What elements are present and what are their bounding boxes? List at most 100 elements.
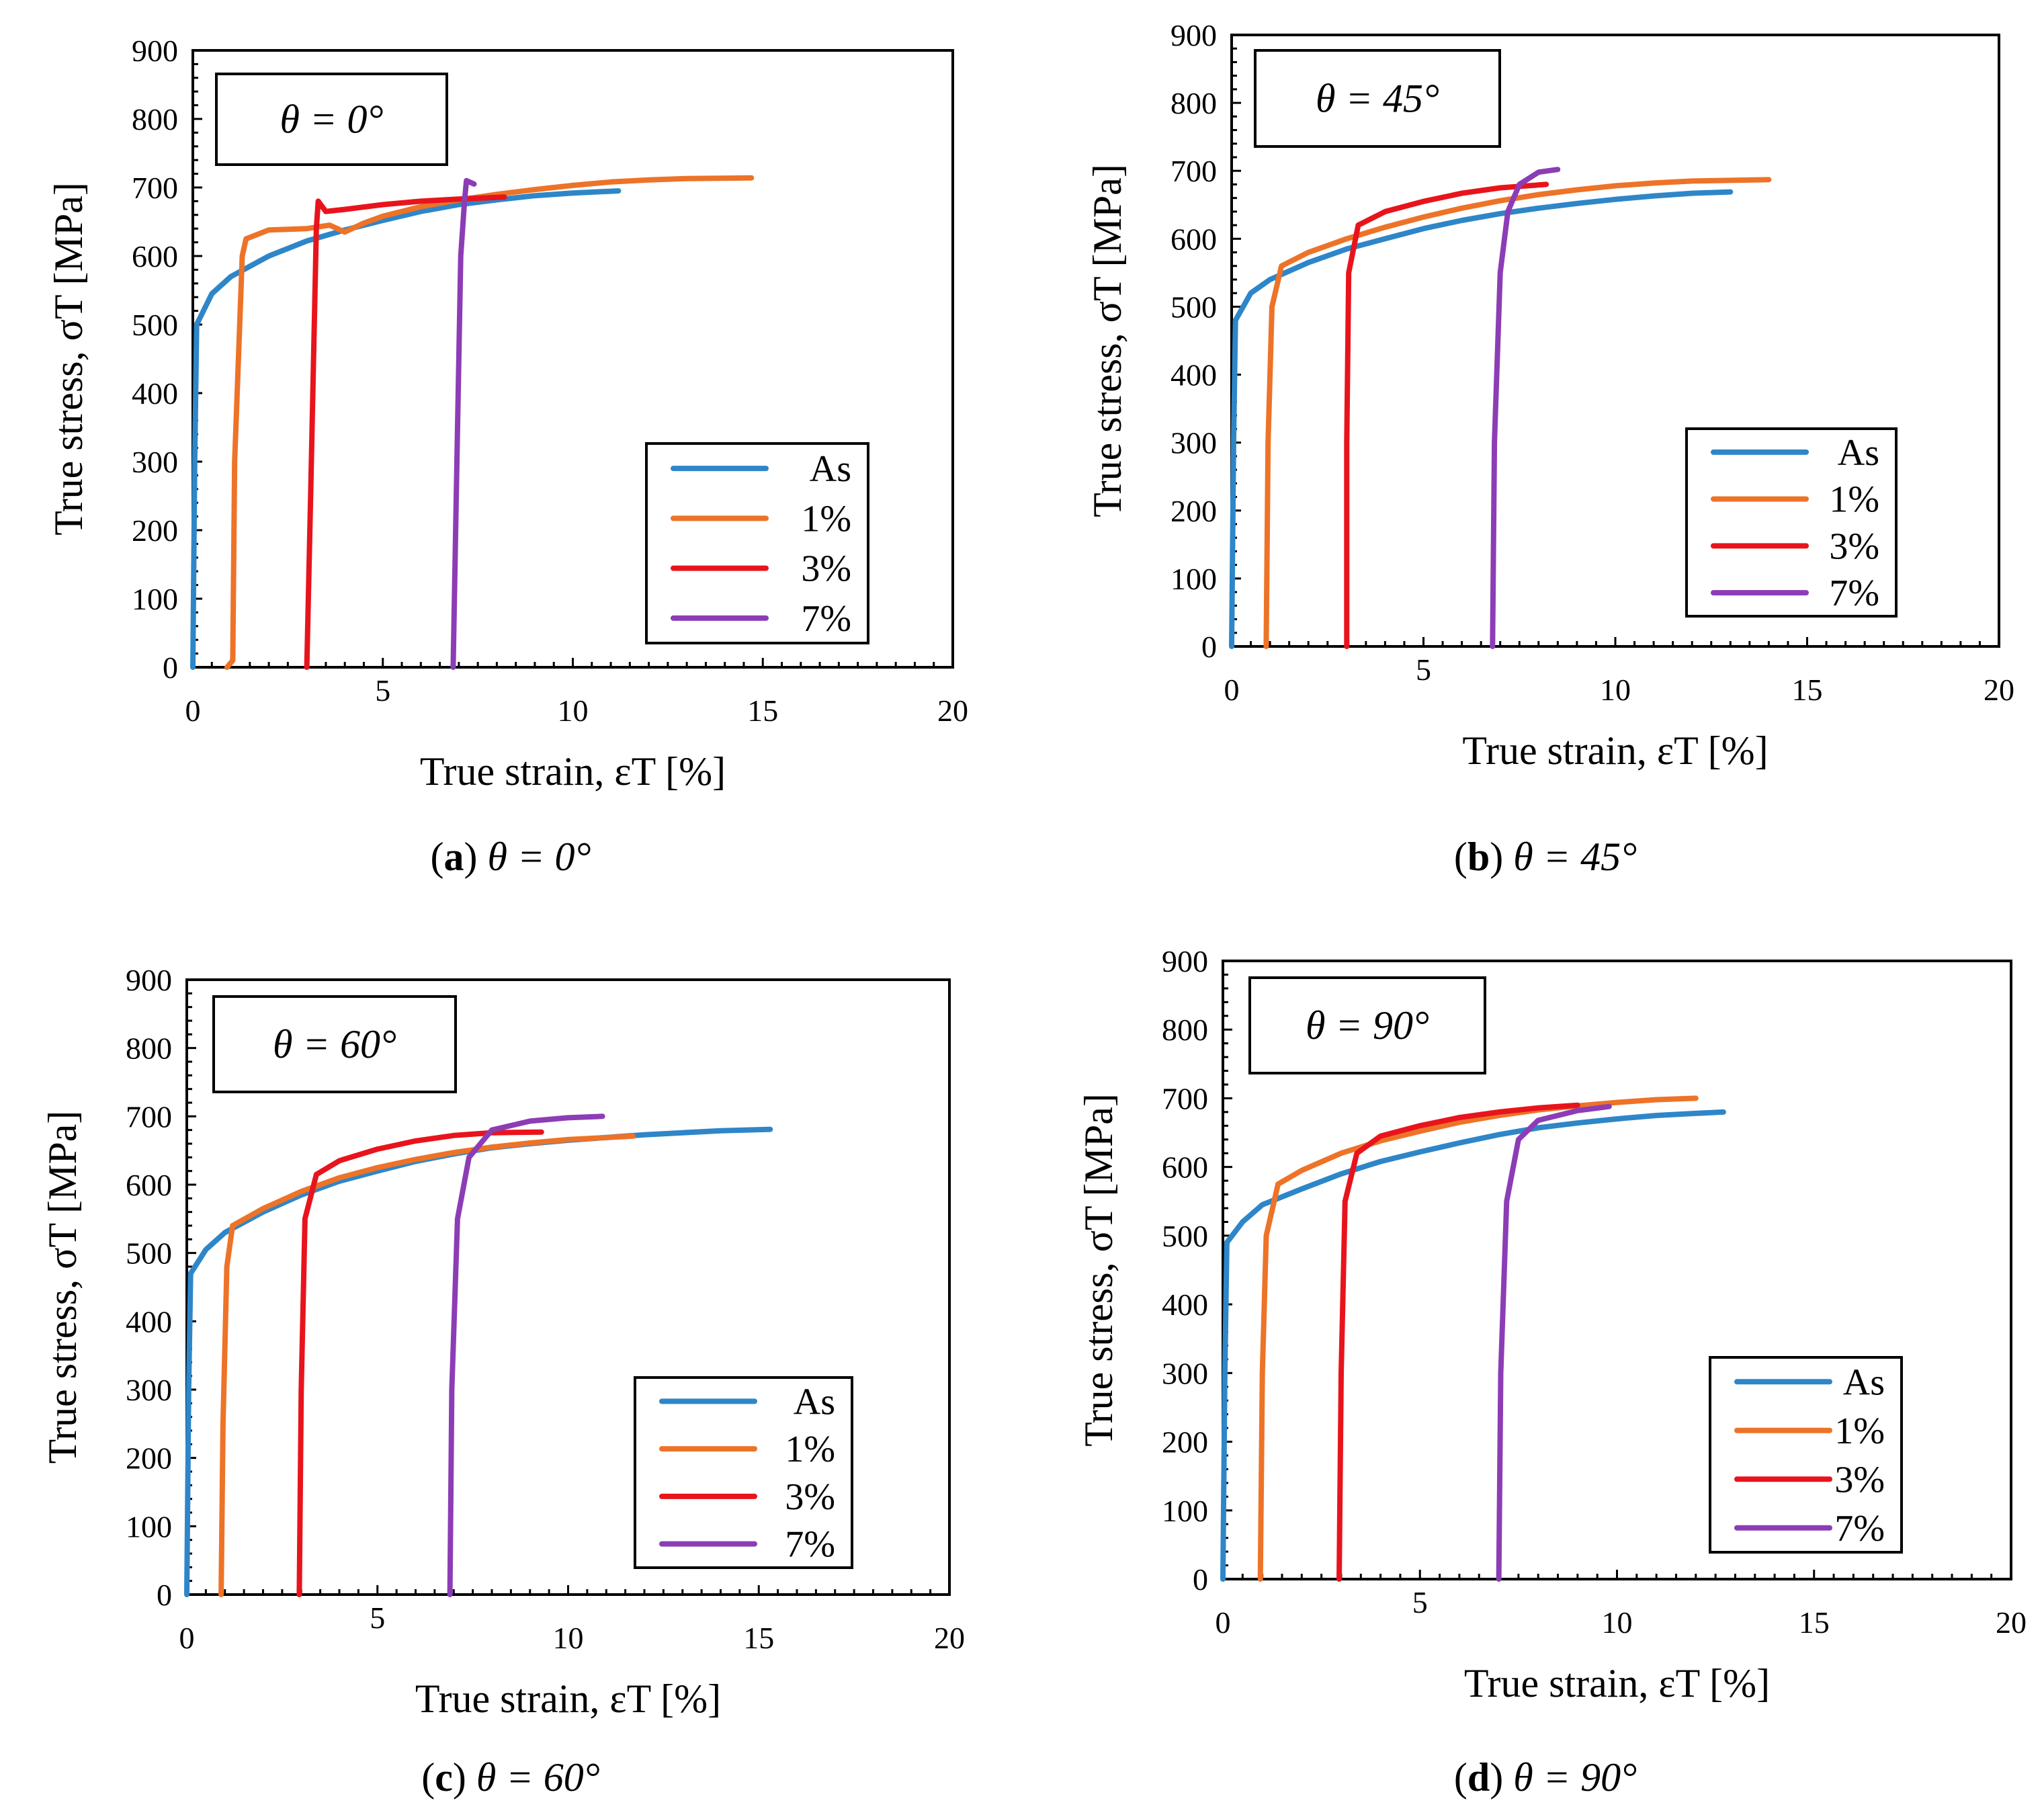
y-tick-label: 800 [1170,86,1217,120]
x-axis-title: True strain, εT [%] [420,749,726,794]
series-line-1pct [1263,177,1772,649]
series-line-7pct [450,177,477,670]
legend-label: As [1843,1361,1885,1403]
x-axis-title: True strain, εT [%] [1464,1661,1770,1705]
x-tick-label: 0 [179,1621,195,1655]
caption-letter: a [444,835,464,879]
chart-panel-b: 0 100 200 300 400 500 600 700 800 900 0 5 10 15 20 True… [1085,18,2014,773]
series-line-3pct [1336,1102,1580,1582]
legend-label: As [810,448,851,490]
theta-label: θ = 45° [1316,77,1439,121]
series-line-as [1220,1109,1726,1582]
x-axis-title: True strain, εT [%] [1462,728,1768,773]
y-tick-label: 400 [132,376,178,411]
x-tick-label: 20 [937,693,968,728]
x-tick-label: 10 [1600,673,1631,707]
y-tick-label: 600 [1170,222,1217,256]
x-tick-label: 10 [1602,1605,1633,1640]
series-line-as [190,188,622,670]
legend-label: 3% [801,548,851,590]
caption-math: θ = 45° [1513,835,1637,879]
y-tick-label: 300 [132,445,178,479]
caption-math: θ = 0° [488,835,591,879]
panel-caption: (b) θ = 45° [1454,835,1637,879]
y-axis-title: True stress, σT [MPa] [46,182,91,536]
y-tick-label: 600 [132,239,178,273]
x-tick-label: 5 [370,1601,385,1635]
panel-caption: (d) θ = 90° [1454,1755,1637,1800]
series-line-1pct [218,1133,636,1597]
y-axis-title: True stress, σT [MPa] [1076,1093,1121,1447]
series-line-7pct [1496,1103,1612,1582]
y-tick-label: 200 [1162,1425,1208,1460]
x-tick-label: 20 [1996,1605,2027,1640]
legend-label: 3% [1829,525,1879,567]
y-tick-label: 800 [132,102,178,136]
caption-letter: b [1467,835,1490,879]
y-tick-label: 100 [1170,562,1217,596]
y-tick-label: 300 [1170,426,1217,460]
x-tick-label: 0 [1224,673,1240,707]
y-tick-label: 0 [1193,1562,1208,1597]
y-tick-label: 900 [1170,18,1217,52]
x-tick-label: 5 [1412,1585,1428,1619]
x-tick-label: 5 [1416,652,1431,687]
x-tick-label: 15 [743,1621,774,1655]
y-tick-label: 900 [1162,944,1208,978]
y-tick-label: 200 [126,1441,172,1476]
caption-letter: c [435,1755,453,1800]
y-tick-label: 0 [163,650,178,685]
y-tick-label: 100 [132,582,178,616]
y-tick-label: 300 [1162,1356,1208,1390]
series-line-7pct [1490,167,1561,649]
legend-label: 7% [1834,1508,1885,1550]
series-line-1pct [1257,1095,1699,1582]
y-tick-label: 800 [1162,1013,1208,1047]
y-tick-label: 800 [126,1031,172,1066]
x-tick-label: 10 [558,693,589,728]
legend-label: 1% [785,1429,835,1470]
theta-box [1248,976,1486,1074]
theta-label: θ = 0° [280,97,384,142]
panel-caption: (c) θ = 60° [421,1755,600,1800]
chart-panel-a: 0 100 200 300 400 500 600 700 800 900 0 5 10 15 20 True… [46,34,968,794]
x-tick-label: 15 [1799,1605,1830,1640]
y-tick-label: 0 [1201,630,1217,664]
theta-box [1254,49,1501,148]
legend-box [1709,1356,1903,1554]
chart-panel-c: 0 100 200 300 400 500 600 700 800 900 0 5 10 15 20 True… [40,963,965,1721]
legend-label: 1% [1829,479,1879,521]
y-tick-label: 500 [1170,290,1217,324]
y-tick-label: 600 [126,1168,172,1202]
y-tick-label: 100 [126,1509,172,1543]
series-line-3pct [296,1129,544,1597]
y-tick-label: 200 [132,513,178,548]
y-tick-label: 400 [1170,358,1217,392]
y-tick-label: 300 [126,1373,172,1407]
y-tick-label: 500 [126,1236,172,1271]
legend-label: 7% [785,1524,835,1566]
y-tick-label: 200 [1170,494,1217,528]
y-tick-label: 400 [1162,1287,1208,1322]
theta-box [215,73,448,166]
x-tick-label: 10 [553,1621,584,1655]
x-tick-label: 0 [185,693,201,728]
y-tick-label: 900 [126,963,172,997]
x-tick-label: 15 [1792,673,1823,707]
y-tick-label: 700 [126,1099,172,1134]
y-tick-label: 700 [1170,154,1217,188]
x-tick-label: 20 [1984,673,2014,707]
legend-label: 7% [801,598,851,640]
y-tick-label: 700 [132,171,178,205]
series-line-as [1229,189,1734,649]
y-axis-title: True stress, σT [MPa] [40,1111,85,1464]
y-tick-label: 0 [157,1578,172,1612]
legend-box [645,442,869,644]
legend-label: 1% [1834,1410,1885,1452]
series-line-7pct [447,1113,605,1597]
theta-label: θ = 90° [1306,1003,1429,1048]
y-tick-label: 500 [1162,1219,1208,1253]
caption-math: θ = 90° [1513,1755,1637,1800]
theta-box [212,995,457,1093]
